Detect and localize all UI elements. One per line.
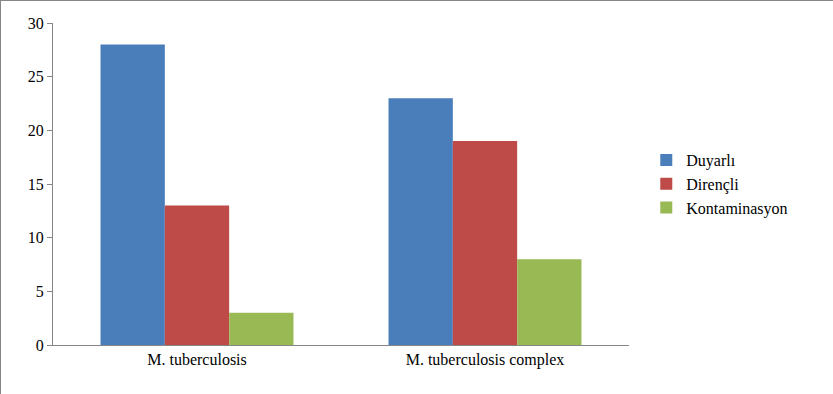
svg-text:10: 10 <box>28 229 44 246</box>
svg-text:30: 30 <box>28 15 44 32</box>
svg-text:Dirençli: Dirençli <box>686 176 739 194</box>
svg-text:5: 5 <box>36 283 44 300</box>
svg-text:20: 20 <box>28 122 44 139</box>
svg-text:Duyarlı: Duyarlı <box>686 152 735 170</box>
svg-text:0: 0 <box>36 337 44 354</box>
svg-text:25: 25 <box>28 68 44 85</box>
svg-text:M. tuberculosis complex: M. tuberculosis complex <box>406 351 565 369</box>
svg-text:15: 15 <box>28 176 44 193</box>
svg-text:M. tuberculosis: M. tuberculosis <box>147 351 247 368</box>
svg-text:Kontaminasyon: Kontaminasyon <box>686 200 787 218</box>
